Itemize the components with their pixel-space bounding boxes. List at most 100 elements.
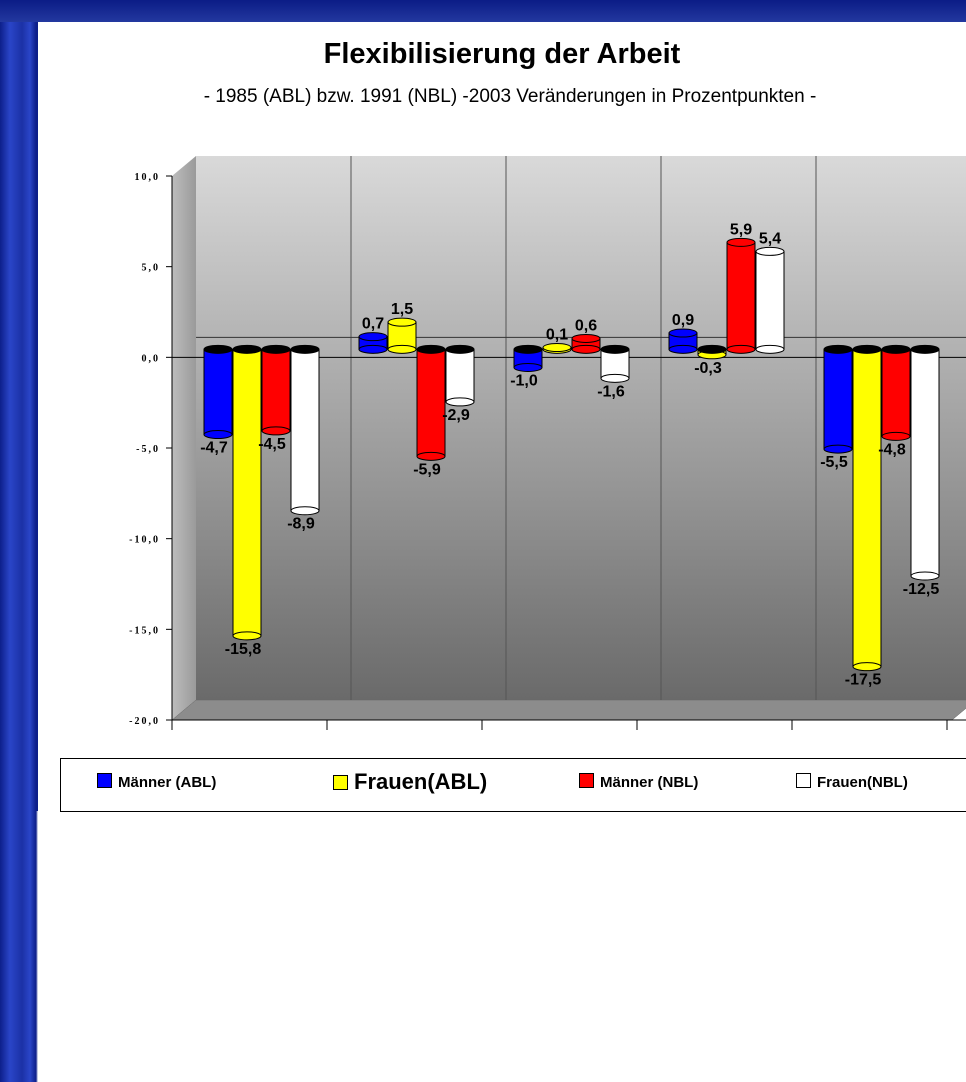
legend-label: Männer (ABL) <box>118 774 217 791</box>
legend-label: Frauen(NBL) <box>817 774 908 791</box>
bar-base <box>387 344 417 354</box>
bar-cap <box>232 344 262 354</box>
bars <box>203 237 940 672</box>
bar <box>290 348 320 512</box>
bar-base <box>261 426 291 436</box>
bar-base <box>513 362 543 372</box>
bar <box>203 348 233 436</box>
bar-base <box>358 344 388 354</box>
bar-base <box>881 431 911 441</box>
bar-cap <box>542 343 572 353</box>
data-label: -8,9 <box>287 516 315 533</box>
legend-label: Frauen(ABL) <box>354 769 488 794</box>
bar-base <box>600 373 630 383</box>
data-label: 0,9 <box>672 312 694 329</box>
data-label: -1,6 <box>597 383 625 400</box>
slide-top-bar <box>0 0 966 22</box>
bar-base <box>910 571 940 581</box>
bar <box>261 348 291 432</box>
bar <box>881 348 911 437</box>
legend-swatch <box>796 773 811 788</box>
bar <box>232 348 262 637</box>
bar-cap <box>445 344 475 354</box>
data-label: -17,5 <box>845 672 882 689</box>
bar <box>755 250 785 350</box>
legend-item-frauen-nbl: Frauen(NBL) <box>796 773 908 791</box>
data-labels: -4,7 -15,8 -4,5 -8,9 0,7 1,5 -5,9 -2,9 -1,0 0,1 0,… <box>200 221 939 688</box>
bar-chart: 10,05,00,0-5,0-10,0-15,0-20,0TeilzeitUnb… <box>129 156 966 790</box>
data-label: -12,5 <box>903 581 940 598</box>
legend-swatch <box>97 773 112 788</box>
data-label: -15,8 <box>225 641 262 658</box>
bar <box>600 348 630 379</box>
bar <box>445 348 475 403</box>
data-label: -4,5 <box>258 436 286 453</box>
bar-cap <box>755 246 785 256</box>
bar-cap <box>358 332 388 342</box>
bar <box>852 348 882 668</box>
chart-subtitle: - 1985 (ABL) bzw. 1991 (NBL) -2003 Verän… <box>203 86 817 107</box>
legend-item-frauen-abl: Frauen(ABL) <box>333 769 487 795</box>
legend-swatch <box>579 773 594 788</box>
bar-cap <box>852 344 882 354</box>
legend: Männer (ABL) Frauen(ABL) Männer (NBL) Fr… <box>60 758 966 812</box>
slide-bottom-area <box>0 811 966 1082</box>
data-label: 1,5 <box>391 301 413 318</box>
bar-base <box>571 344 601 354</box>
bar-base <box>755 344 785 354</box>
data-label: -5,9 <box>413 461 441 478</box>
bar-base <box>726 344 756 354</box>
bar-cap <box>513 344 543 354</box>
bar <box>910 348 940 577</box>
bar-base <box>445 397 475 407</box>
data-label: -0,3 <box>694 360 722 377</box>
data-label: -4,8 <box>878 441 906 458</box>
bar-cap <box>571 333 601 343</box>
bar-cap <box>881 344 911 354</box>
bar-cap <box>600 344 630 354</box>
data-label: 5,4 <box>759 230 781 247</box>
bar <box>726 241 756 350</box>
bar-cap <box>203 344 233 354</box>
bar-base <box>203 430 233 440</box>
y-tick-label: 10,0 <box>135 172 161 183</box>
bar-cap <box>697 344 727 354</box>
legend-item-maenner-abl: Männer (ABL) <box>97 773 216 791</box>
bar <box>416 348 446 457</box>
bar-cap <box>290 344 320 354</box>
y-tick-label: -15,0 <box>129 625 160 636</box>
chart-title: Flexibilisierung der Arbeit <box>323 38 681 70</box>
bar-base <box>416 451 446 461</box>
data-label: -1,0 <box>510 372 538 389</box>
bar-cap <box>387 317 417 327</box>
data-label: 0,6 <box>575 317 597 334</box>
bar-base <box>823 444 853 454</box>
bar-base <box>232 631 262 641</box>
y-tick-label: -10,0 <box>129 535 160 546</box>
gridlines <box>196 156 966 700</box>
data-label: -2,9 <box>442 407 470 424</box>
y-tick-label: 5,0 <box>142 263 161 274</box>
y-tick-label: -5,0 <box>136 444 160 455</box>
y-tick-label: 0,0 <box>142 353 161 364</box>
bar-cap <box>416 344 446 354</box>
data-label: -5,5 <box>820 454 848 471</box>
data-label: 0,7 <box>362 316 384 333</box>
bar-cap <box>726 237 756 247</box>
bar-cap <box>668 328 698 338</box>
data-label: -4,7 <box>200 440 228 457</box>
legend-swatch <box>333 775 348 790</box>
bar-base <box>668 344 698 354</box>
y-tick-label: -20,0 <box>129 716 160 727</box>
floor <box>171 699 966 721</box>
bar-cap <box>823 344 853 354</box>
bar-base <box>290 506 320 516</box>
bar <box>823 348 853 450</box>
legend-label: Männer (NBL) <box>600 774 699 791</box>
data-label: 5,9 <box>730 221 752 238</box>
bar-cap <box>910 344 940 354</box>
bar-cap <box>261 344 291 354</box>
data-label: 0,1 <box>546 327 568 344</box>
bar-base <box>852 662 882 672</box>
